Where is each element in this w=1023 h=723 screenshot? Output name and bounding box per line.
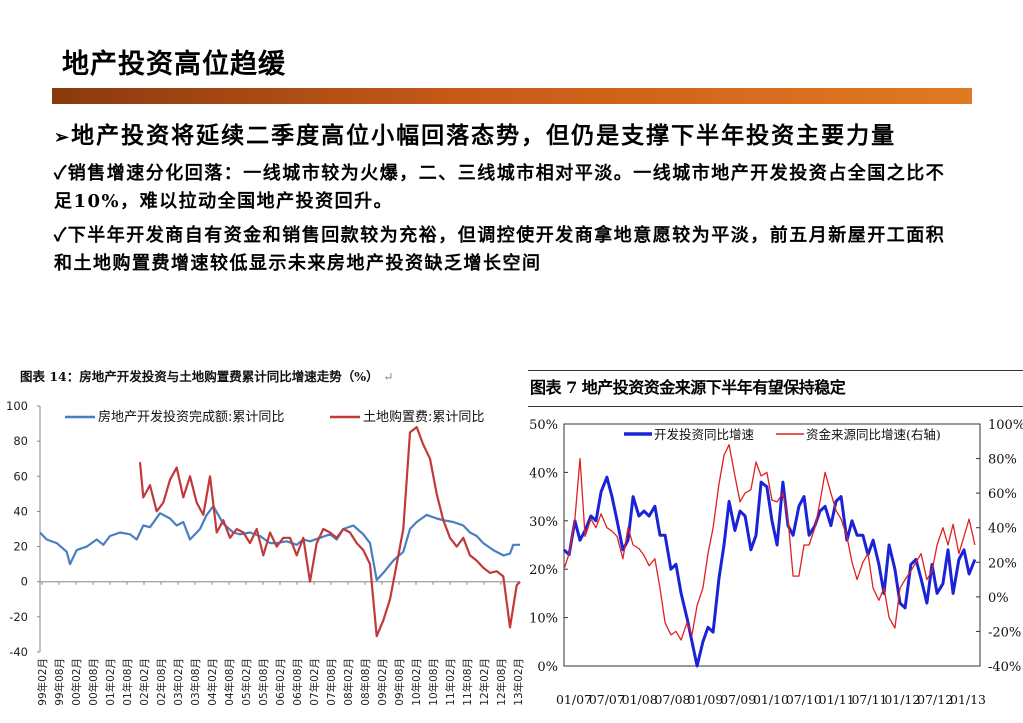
- chart2-series-line-1: [562, 475, 977, 668]
- chart1-x-tick-label: 03年02月: [172, 658, 185, 706]
- title-divider-bar: [52, 88, 972, 104]
- chart2-y2-tick-label: -40%: [988, 660, 1021, 675]
- chart1-y-tick-label: 100: [6, 399, 28, 413]
- chart2-y2-tick-label: -20%: [988, 625, 1021, 640]
- chart2-bottom-rule: [528, 406, 1023, 407]
- chart2-y2-tick-label: 60%: [988, 487, 1017, 502]
- chart1-x-tick-label: 04年08月: [223, 658, 236, 706]
- chart1-x-tick-label: 09年08月: [393, 658, 406, 706]
- chart2-x-tick-label: 07/08: [654, 692, 690, 707]
- main-bullet: ➢地产投资将延续二季度高位小幅回落态势，但仍是支撑下半年投资主要力量: [54, 120, 954, 154]
- sub-bullet-2-text: 下半年开发商自有资金和销售回款较为充裕，但调控使开发商拿地意愿较为平淡，前五月新…: [54, 225, 946, 274]
- chart1-y-tick-label: -20: [9, 610, 28, 624]
- chart1-x-tick-label: 99年08月: [53, 658, 66, 706]
- chart1-legend-label: 房地产开发投资完成额:累计同比: [98, 409, 284, 425]
- chart2-x-tick-label: 07/10: [786, 692, 822, 707]
- chart1-x-tick-label: 10年08月: [427, 658, 440, 706]
- chart1-x-tick-label: 00年08月: [87, 658, 100, 706]
- chart2-y2-tick-label: 40%: [988, 522, 1017, 537]
- chart2-y-tick-label: 50%: [529, 418, 558, 433]
- chart1-x-tick-label: 11年02月: [444, 658, 457, 706]
- main-bullet-text: 地产投资将延续二季度高位小幅回落态势，但仍是支撑下半年投资主要力量: [71, 122, 897, 149]
- chart2-x-tick-label: 01/10: [753, 692, 789, 707]
- chart1-x-tick-label: 02年08月: [155, 658, 168, 706]
- chart1-x-tick-label: 00年02月: [70, 658, 83, 706]
- chart1-series-line-1: [39, 505, 520, 582]
- chart2-y-tick-label: 40%: [529, 466, 558, 481]
- chart2-plot-frame: [563, 423, 981, 667]
- chart1-x-tick-label: 04年02月: [206, 658, 219, 706]
- chart2-y-tick-label: 20%: [529, 563, 558, 578]
- sub-bullet-2: ✓下半年开发商自有资金和销售回款较为充裕，但调控使开发商拿地意愿较为平淡，前五月…: [54, 222, 954, 278]
- chart1-series-line-2: [138, 425, 521, 638]
- chart1-x-tick-label: 01年02月: [104, 658, 117, 706]
- chart1-x-tick-label: 13年02月: [512, 658, 525, 706]
- bullet-list: ➢地产投资将延续二季度高位小幅回落态势，但仍是支撑下半年投资主要力量 ✓销售增速…: [54, 120, 954, 278]
- chart2-x-tick-label: 01/11: [819, 692, 855, 707]
- chart1-x-tick-label: 03年08月: [189, 658, 202, 706]
- sub-bullet-1-text: 销售增速分化回落：一线城市较为火爆，二、三线城市相对平淡。一线城市地产开发投资占…: [54, 163, 946, 212]
- chart1-x-tick-label: 05年08月: [257, 658, 270, 706]
- chart1-x-tick-label: 02年02月: [138, 658, 151, 706]
- chart2-title: 图表 7 地产投资资金来源下半年有望保持稳定: [530, 378, 846, 397]
- chart2-x-tick-label: 07/12: [917, 692, 953, 707]
- chart1-y-tick-label: 80: [13, 434, 28, 448]
- chart2-legend-label: 开发投资同比增速: [654, 427, 755, 442]
- chart2-x-tick-label: 01/09: [687, 692, 723, 707]
- chart2-y-tick-label: 0%: [537, 660, 558, 675]
- chart1-x-tick-label: 11年08月: [461, 658, 474, 706]
- chart1-caption: 图表 14：房地产开发投资与土地购置费累计同比增速走势（%） ↵: [20, 366, 393, 385]
- chart1-x-tick-label: 07年02月: [308, 658, 321, 706]
- chart1-x-tick-label: 12年08月: [495, 658, 508, 706]
- chart2-top-rule: [528, 370, 1023, 371]
- chart2-x-tick-label: 01/12: [884, 692, 920, 707]
- chart1-y-tick-label: 40: [13, 504, 28, 518]
- chart1-x-tick-label: 09年02月: [376, 658, 389, 706]
- chart2-series-line-2: [563, 444, 976, 641]
- arrow-bullet-icon: ➢: [54, 127, 72, 148]
- chart1-y-tick-label: 0: [21, 575, 28, 589]
- chart1-x-tick-label: 12年02月: [478, 658, 491, 706]
- chart2-x-tick-label: 07/09: [720, 692, 756, 707]
- chart1-x-tick-label: 06年02月: [274, 658, 287, 706]
- chart1-x-tick-label: 06年08月: [291, 658, 304, 706]
- chart2-y2-tick-label: 80%: [988, 453, 1017, 468]
- chart1-legend-label: 土地购置费:累计同比: [363, 409, 484, 425]
- check-icon: ✓: [54, 163, 68, 184]
- check-icon: ✓: [54, 225, 68, 246]
- chart2-y2-tick-label: 100%: [988, 418, 1023, 433]
- chart2-y-tick-label: 10%: [529, 612, 558, 627]
- chart2-x-tick-label: 07/07: [589, 692, 625, 707]
- chart1-x-tick-label: 05年02月: [240, 658, 253, 706]
- chart2-svg: 50% 40% 30% 20% 10% 0% 100% 80% 60% 40% 20% 0% -20% -…: [529, 418, 1023, 707]
- chart1-x-tick-label: 10年02月: [410, 658, 423, 706]
- chart1-y-tick-label: 60: [13, 469, 28, 483]
- chart1-x-tick-label: 99年02月: [36, 658, 49, 706]
- slide-title: 地产投资高位趋缓: [62, 49, 286, 80]
- chart2-y-tick-label: 30%: [529, 515, 558, 530]
- chart2-x-tick-label: 07/11: [851, 692, 887, 707]
- chart1-svg: 100 80 60 40 20 0 -20 -40 99年02月 99年08月 00年02月 00年0…: [6, 399, 525, 706]
- chart2-x-tick-label: 01/13: [950, 692, 986, 707]
- chart1-y-tick-label: -40: [9, 645, 28, 659]
- sub-bullet-1: ✓销售增速分化回落：一线城市较为火爆，二、三线城市相对平淡。一线城市地产开发投资…: [54, 160, 954, 216]
- chart2-x-tick-label: 01/07: [556, 692, 592, 707]
- chart2-y2-tick-label: 20%: [988, 556, 1017, 571]
- chart1-x-tick-label: 08年02月: [342, 658, 355, 706]
- return-mark-icon: ↵: [383, 369, 394, 384]
- chart1-title: 图表 14：房地产开发投资与土地购置费累计同比增速走势（%）: [20, 369, 379, 384]
- chart1-x-tick-label: 01年08月: [121, 658, 134, 706]
- chart2-x-tick-label: 01/08: [622, 692, 658, 707]
- chart1-x-tick-label: 07年08月: [325, 658, 338, 706]
- chart1-x-tick-label: 08年08月: [359, 658, 372, 706]
- chart2-y2-tick-label: 0%: [988, 591, 1009, 606]
- chart2-legend-label: 资金来源同比增速(右轴): [806, 427, 941, 442]
- chart1-y-tick-label: 20: [13, 540, 28, 554]
